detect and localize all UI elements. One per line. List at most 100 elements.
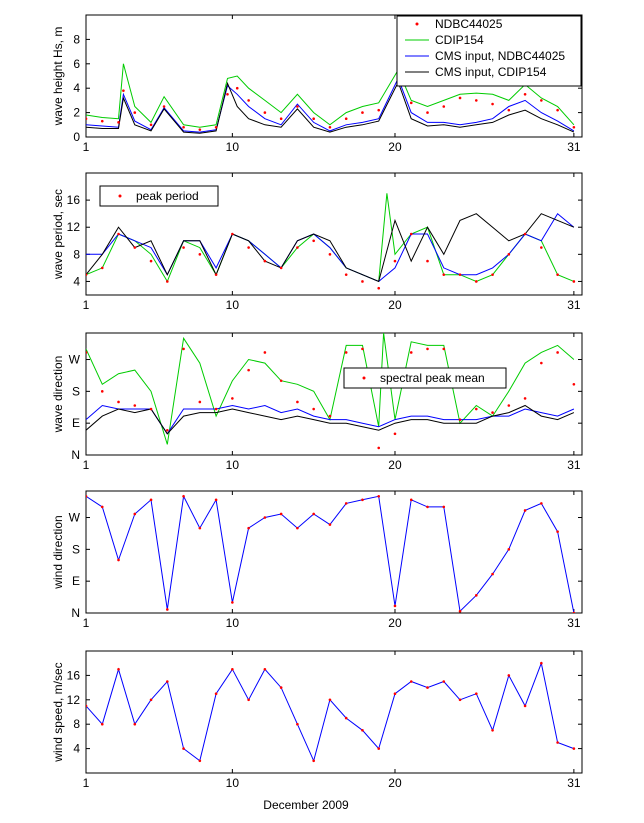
data-point — [166, 280, 169, 283]
data-point — [442, 505, 446, 509]
data-point — [296, 400, 299, 404]
x-tick-label: 31 — [567, 140, 581, 154]
data-point — [198, 759, 202, 763]
y-tick-label: 0 — [73, 130, 80, 144]
data-point — [409, 498, 413, 502]
data-point — [149, 123, 153, 127]
y-tick-label: 2 — [73, 106, 80, 120]
data-point — [247, 368, 250, 372]
data-point — [312, 239, 315, 243]
data-point — [458, 418, 462, 421]
x-tick-label: 20 — [388, 616, 402, 630]
x-tick-label: 10 — [226, 616, 240, 630]
plot-area — [86, 494, 576, 613]
data-point — [214, 407, 218, 411]
y-axis-label: wave direction — [51, 356, 65, 434]
y-tick-label: S — [72, 384, 80, 398]
data-point — [149, 407, 153, 411]
data-point — [328, 125, 332, 129]
data-point — [263, 259, 267, 263]
data-point — [231, 668, 234, 671]
data-point — [458, 609, 462, 613]
data-point — [393, 432, 397, 436]
data-point — [426, 347, 429, 351]
data-point — [214, 125, 218, 129]
data-point — [133, 512, 137, 516]
data-point — [523, 232, 527, 236]
data-point — [328, 523, 332, 526]
y-tick-label: W — [69, 353, 81, 367]
data-point — [393, 604, 397, 608]
y-tick-label: E — [72, 416, 80, 430]
data-point — [572, 382, 576, 386]
data-point — [344, 502, 348, 505]
x-tick-label: 20 — [388, 140, 402, 154]
data-point — [491, 729, 494, 732]
data-point — [182, 125, 185, 129]
data-point — [247, 698, 250, 702]
series-line-cms-input-cdip154 — [86, 213, 575, 283]
data-point — [263, 668, 267, 671]
data-point — [149, 498, 153, 502]
data-point — [235, 86, 239, 90]
data-point — [226, 93, 229, 96]
data-point — [523, 509, 527, 512]
data-point — [86, 351, 88, 354]
panels: 1 10 20 31 0 2 4 6 8 wave height Hs, m NDBC44025 CD… — [51, 14, 583, 790]
data-point — [247, 526, 250, 530]
data-point — [540, 246, 543, 249]
x-tick-label: 31 — [567, 616, 581, 630]
data-point — [458, 96, 462, 100]
data-point — [572, 611, 576, 613]
data-point — [231, 601, 234, 604]
data-point — [100, 266, 104, 270]
data-point — [296, 526, 299, 530]
legend-label: CMS input, CDIP154 — [435, 65, 547, 79]
data-point — [162, 105, 166, 108]
y-tick-label: 16 — [67, 193, 81, 207]
data-point — [312, 512, 315, 516]
data-point — [507, 548, 511, 551]
y-tick-label: 8 — [73, 32, 80, 46]
data-point — [458, 698, 462, 702]
y-axis-label: wave period, sec — [51, 189, 65, 280]
data-point — [344, 716, 348, 720]
data-point — [344, 351, 348, 354]
x-tick-label: 10 — [226, 140, 240, 154]
data-point — [296, 246, 299, 249]
series-line-cdip154 — [86, 333, 575, 445]
y-tick-label: 4 — [73, 81, 80, 95]
data-point — [377, 446, 381, 450]
plot-area — [86, 333, 576, 450]
data-point — [377, 495, 381, 498]
data-point — [507, 404, 511, 407]
data-point — [100, 722, 104, 726]
data-point — [247, 99, 250, 102]
data-point — [426, 686, 429, 689]
data-point — [361, 729, 364, 732]
legend-box — [343, 367, 507, 389]
data-point — [117, 400, 120, 404]
data-point — [149, 259, 153, 263]
panel-1: 1 10 20 31 0 2 4 6 8 wave height Hs, m NDBC44025 CD… — [51, 14, 583, 154]
data-point — [263, 111, 267, 114]
data-point — [556, 530, 559, 533]
data-point — [231, 232, 234, 236]
data-point — [86, 704, 88, 708]
data-point — [361, 111, 364, 114]
data-point — [149, 698, 153, 702]
data-point — [100, 505, 104, 509]
y-tick-label: 6 — [73, 57, 80, 71]
data-point — [556, 273, 559, 276]
data-point — [198, 400, 202, 404]
data-point — [507, 674, 511, 677]
plot-frame — [85, 490, 583, 614]
x-tick-label: 10 — [226, 776, 240, 790]
data-point — [312, 759, 315, 763]
x-tick-label: 20 — [388, 298, 402, 312]
data-point — [523, 704, 527, 708]
data-point — [393, 259, 397, 263]
